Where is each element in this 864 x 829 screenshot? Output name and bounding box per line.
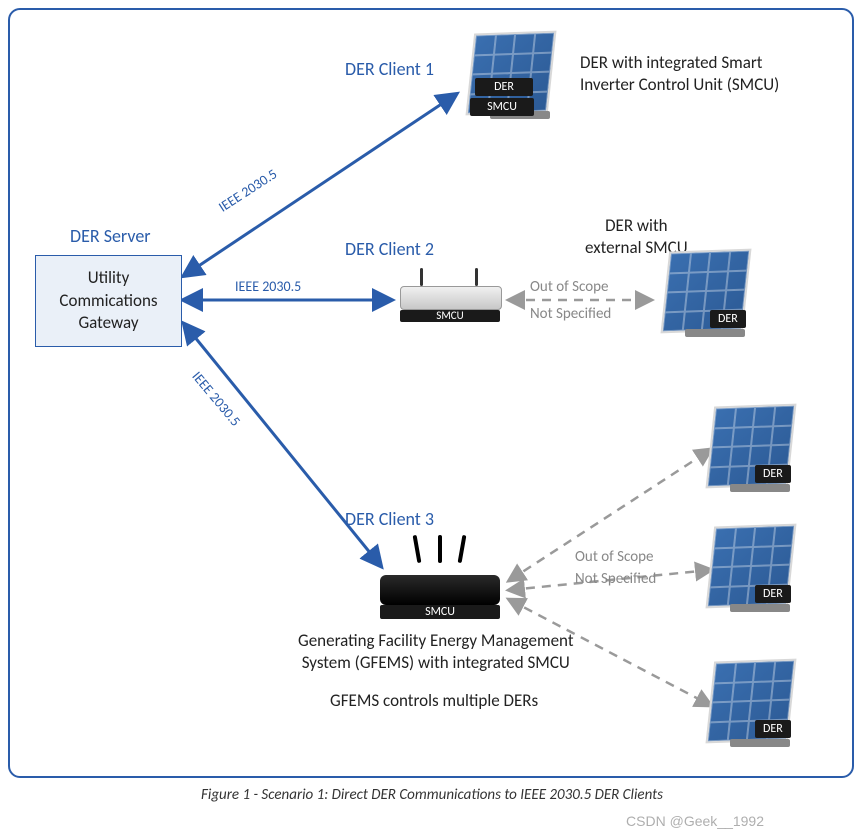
router-client2: SMCU	[400, 278, 500, 318]
client2-title: DER Client 2	[345, 238, 434, 260]
der-box-3a: DER	[755, 465, 791, 483]
diagram-frame: DER Server Utility Commications Gateway …	[8, 8, 854, 778]
out-of-scope-2: Out of Scope	[575, 548, 653, 566]
figure-caption: Figure 1 - Scenario 1: Direct DER Commun…	[8, 786, 856, 804]
client1-desc: DER with integrated Smart Inverter Contr…	[580, 52, 779, 96]
der-box-1: DER	[475, 78, 533, 96]
der-server-title: DER Server	[70, 225, 151, 247]
utility-gateway-box: Utility Commications Gateway	[35, 255, 182, 347]
not-specified-1: Not Specified	[530, 305, 611, 323]
ieee-label-1: IEEE 2030.5	[215, 165, 280, 215]
der-box-3c: DER	[755, 720, 791, 738]
der-box-2: DER	[710, 310, 746, 328]
gateway-label: Utility Commications Gateway	[59, 267, 157, 336]
not-specified-2: Not Specified	[575, 570, 656, 588]
gfems-desc2: GFEMS controls multiple DERs	[330, 690, 538, 712]
smcu-box-1: SMCU	[470, 98, 534, 116]
router3-smcu-label: SMCU	[380, 605, 500, 619]
client3-title: DER Client 3	[345, 508, 434, 530]
ieee-label-3: IEEE 2030.5	[188, 368, 244, 430]
router-client3: SMCU	[380, 555, 500, 615]
out-of-scope-1: Out of Scope	[530, 278, 608, 296]
client1-title: DER Client 1	[345, 58, 434, 80]
ieee-label-2: IEEE 2030.5	[235, 278, 301, 295]
der-box-3b: DER	[755, 585, 791, 603]
watermark: CSDN @Geek__1992	[626, 813, 764, 829]
gfems-desc: Generating Facility Energy Management Sy…	[298, 630, 574, 674]
router-smcu-label: SMCU	[400, 310, 500, 322]
